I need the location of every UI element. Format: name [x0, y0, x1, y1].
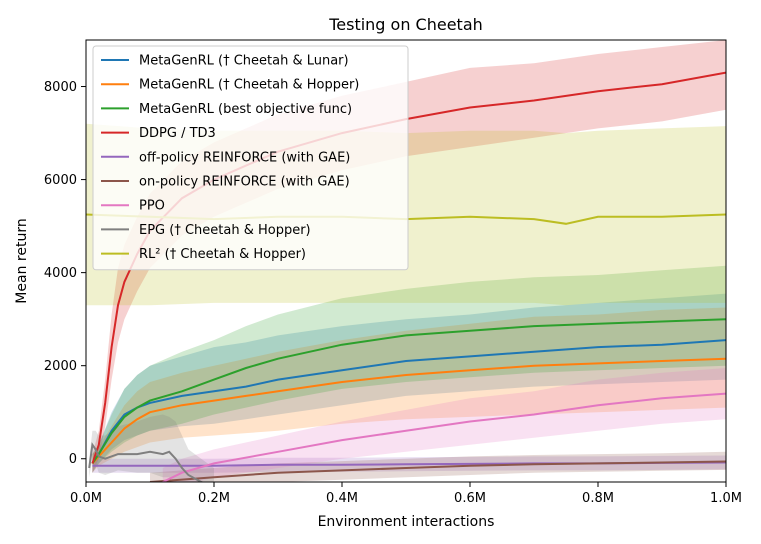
legend-box: [92, 45, 409, 271]
chart-title: Testing on Cheetah: [328, 15, 483, 34]
y-tick-label: 8000: [44, 80, 77, 95]
series-1-metagenrl-cheetah-hopper-line: [91, 357, 726, 465]
legend-label: off-policy REINFORCE (with GAE): [139, 150, 350, 165]
plot-frame: [85, 39, 727, 483]
x-tick-label: 0.0M: [70, 491, 102, 506]
legend-label: MetaGenRL (best objective func): [139, 102, 352, 117]
y-axis-label: Mean return: [14, 218, 30, 303]
y-tick-label: 4000: [44, 266, 77, 281]
legend-label: MetaGenRL († Cheetah & Hopper): [139, 78, 359, 93]
x-tick-label: 1.0M: [710, 491, 742, 506]
series-0-metagenrl-cheetah-lunar-band: [92, 293, 726, 473]
x-tick-label: 0.6M: [454, 491, 486, 506]
series-2-metagenrl-best-objective-func-line: [91, 318, 726, 464]
y-tick-label: 6000: [44, 173, 77, 188]
legend-label: DDPG / TD3: [139, 126, 216, 141]
series-2-metagenrl-best-objective-func-band: [92, 265, 726, 473]
y-tick-label: 2000: [44, 359, 77, 374]
y-tick-label: 0: [69, 452, 77, 467]
series-5-on-policy-reinforce-with-gae-line: [149, 460, 726, 482]
legend-label: EPG († Cheetah & Hopper): [139, 223, 311, 238]
x-axis-label: Environment interactions: [318, 514, 495, 530]
x-tick-label: 0.2M: [198, 491, 230, 506]
legend-label: PPO: [139, 199, 165, 214]
series-0-metagenrl-cheetah-lunar-line: [91, 339, 726, 464]
series-6-ppo-line: [162, 392, 726, 482]
x-tick-label: 0.4M: [326, 491, 358, 506]
x-tick-label: 0.8M: [582, 491, 614, 506]
y-axis-ticks: 0 2000 4000 6000 8000: [44, 80, 86, 467]
legend-label: RL² († Cheetah & Hopper): [139, 247, 306, 262]
x-axis-ticks: 0.0M 0.2M 0.4M 0.6M 0.8M 1.0M: [70, 482, 742, 506]
legend-label: on-policy REINFORCE (with GAE): [139, 175, 350, 190]
legend-label: MetaGenRL († Cheetah & Lunar): [139, 54, 349, 69]
legend: MetaGenRL († Cheetah & Lunar) MetaGenRL (…: [92, 45, 409, 271]
series-7-epg-cheetah-hopper-line: [88, 442, 205, 482]
